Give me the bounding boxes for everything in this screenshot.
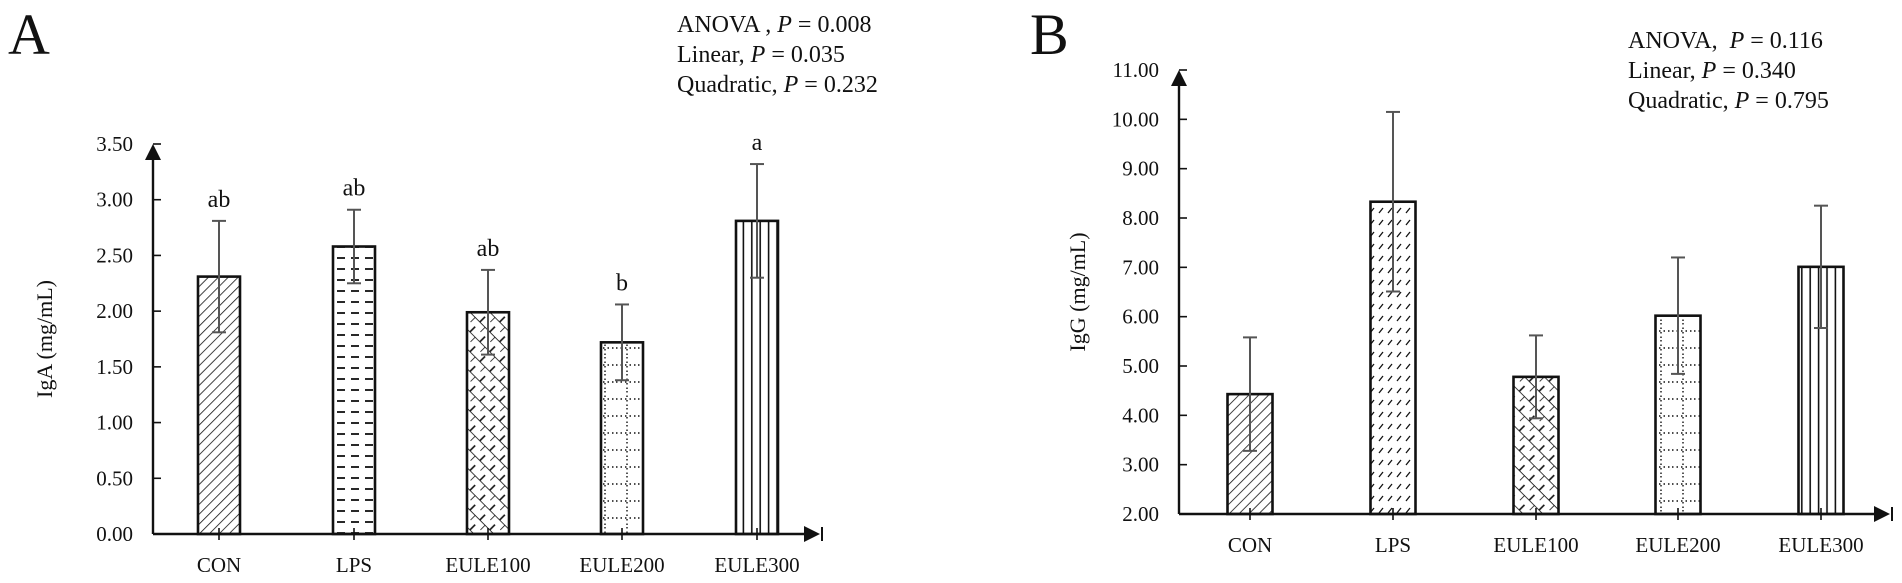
x-tick-label: EULE300 [714,553,799,577]
error-bar [615,303,629,382]
x-tick-label: EULE300 [1778,533,1863,557]
x-axis-arrow-icon [1874,506,1890,522]
panel-b-stats: ANOVA, P = 0.116 Linear, P = 0.340 Quadr… [1628,26,1829,116]
bar-lps [1369,200,1417,516]
stat-line-anova: ANOVA, P = 0.116 [1628,28,1823,54]
x-tick-label: EULE100 [445,553,530,577]
error-bar [481,268,495,356]
error-bar [750,163,764,279]
y-tick-label: 9.00 [1122,157,1159,181]
panel-b-chart: CON LPS EULE100 EULE200 EULE300 2.00 3.00 4.00 5… [1065,58,1893,557]
significance-letter: ab [343,176,366,202]
y-tick-label: 7.00 [1122,255,1159,279]
error-bar [1529,334,1543,420]
x-tick-label: CON [1228,533,1272,557]
y-tick-label: 3.50 [96,132,133,156]
y-tick-label: 2.00 [96,299,133,323]
y-axis-arrow-icon [145,144,161,160]
significance-letter: ab [477,236,500,262]
y-axis-arrow-icon [1171,70,1187,86]
significance-letter: b [616,270,628,296]
stat-line-anova: ANOVA , P = 0.008 [677,12,872,38]
significance-letter: a [752,130,763,156]
x-tick-label: EULE100 [1493,533,1578,557]
y-axis-title: IgA (mg/mL) [32,280,57,398]
y-tick-label: 11.00 [1113,58,1159,82]
error-bar [1814,204,1828,330]
error-bar [1386,110,1400,293]
y-tick-label: 1.50 [96,355,133,379]
stat-line-quadratic: Quadratic, P = 0.795 [1628,88,1829,114]
y-tick-label: 4.00 [1122,403,1159,427]
x-tick-label: CON [197,553,241,577]
y-tick-label: 3.00 [96,188,133,212]
x-tick-label: LPS [1375,533,1411,557]
stat-line-quadratic: Quadratic, P = 0.232 [677,72,878,98]
error-bar [212,219,226,334]
error-bar [1243,336,1257,452]
y-tick-label: 0.50 [96,466,133,490]
significance-letter: ab [208,187,231,213]
y-tick-label: 1.00 [96,411,133,435]
x-tick-label: LPS [336,553,372,577]
y-tick-label: 6.00 [1122,305,1159,329]
y-tick-label: 2.00 [1122,502,1159,526]
y-axis-title: IgG (mg/mL) [1065,232,1090,351]
error-bar [1671,256,1685,375]
panel-a-letter: A [8,2,50,67]
panel-b-letter: B [1030,2,1069,67]
y-tick-label: 5.00 [1122,354,1159,378]
y-tick-label: 0.00 [96,522,133,546]
stat-line-linear: Linear, P = 0.035 [677,42,845,68]
stat-line-linear: Linear, P = 0.340 [1628,58,1796,84]
x-tick-label: EULE200 [579,553,664,577]
panel-a-stats: ANOVA , P = 0.008 Linear, P = 0.035 Quad… [677,10,878,100]
x-tick-label: EULE200 [1635,533,1720,557]
error-bar [347,208,361,285]
x-axis-arrow-icon [804,526,820,542]
y-tick-label: 8.00 [1122,206,1159,230]
y-tick-label: 10.00 [1112,107,1159,131]
y-tick-label: 3.00 [1122,453,1159,477]
y-tick-label: 2.50 [96,243,133,267]
bar-lps [331,245,377,536]
panel-a-chart: ab CON ab LPS ab EULE100 b EULE200 a EULE300 0.00 0… [32,130,823,577]
